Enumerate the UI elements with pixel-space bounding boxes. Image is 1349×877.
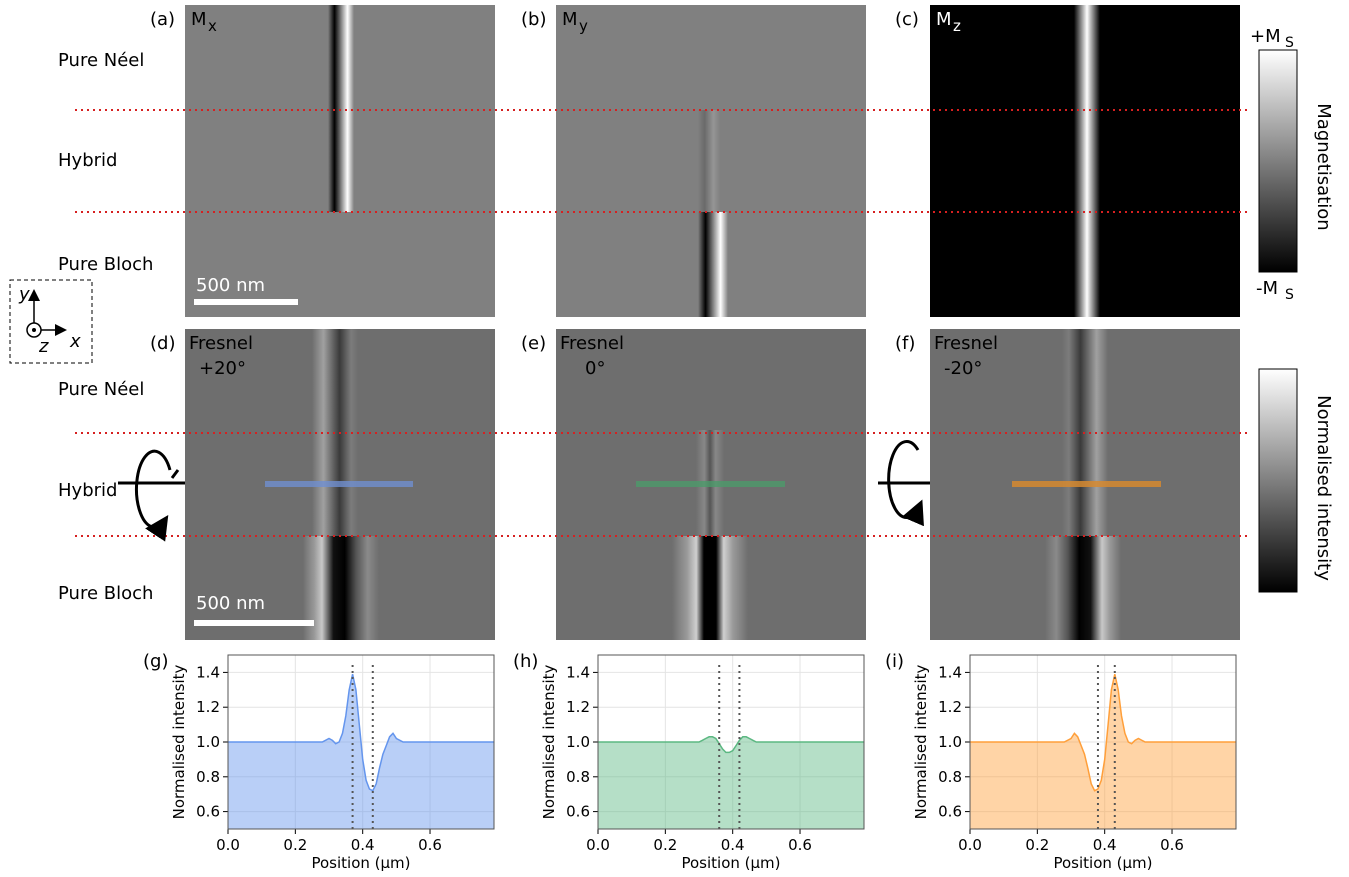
row-label: Pure Bloch (58, 583, 153, 604)
x-tick-label: 0.6 (788, 836, 812, 854)
panel-label: (b) (521, 9, 546, 30)
colorbar-bottom: -M (1256, 278, 1278, 299)
rotation-icon (118, 451, 185, 527)
row-label: Hybrid (58, 480, 117, 501)
y-tick-label: 0.8 (196, 768, 220, 786)
panel-label: (d) (150, 333, 175, 354)
x-tick-label: 0.2 (653, 836, 677, 854)
panel-subscript: x (208, 17, 217, 35)
colorbar-label: Magnetisation (1313, 103, 1334, 230)
x-tick-label: 0.4 (351, 836, 375, 854)
row-label: Pure Néel (58, 50, 144, 71)
row-label: Hybrid (58, 150, 117, 171)
scale-label: 500 nm (196, 275, 265, 296)
colorbar-bottom-sub: S (1285, 287, 1294, 303)
x-tick-label: 0.4 (1093, 836, 1117, 854)
figure: (a) Mx (b) My (c) Mz (d) Fresnel +20° (e) Fresnel 0… (0, 0, 1349, 877)
y-tick-label: 1.0 (196, 733, 220, 751)
axis-icon-label: x (69, 331, 81, 352)
scale-bar (194, 620, 314, 626)
image-mx (185, 5, 495, 317)
y-axis-label: Normalised intensity (540, 664, 558, 819)
rotation-icon (878, 442, 930, 518)
panel-angle: +20° (199, 358, 246, 379)
panel-angle: 0° (585, 358, 605, 379)
y-tick-label: 1.2 (196, 698, 220, 716)
y-tick-label: 1.2 (938, 698, 962, 716)
x-axis-label: Position (µm) (1053, 854, 1152, 872)
y-tick-label: 1.4 (196, 663, 220, 681)
x-axis-label: Position (µm) (681, 854, 780, 872)
panel-label: (f) (895, 333, 915, 354)
y-tick-label: 1.0 (938, 733, 962, 751)
chart-label: (i) (885, 651, 904, 672)
colorbar-label: Normalised intensity (1313, 395, 1334, 581)
y-tick-label: 1.2 (566, 698, 590, 716)
chart-label: (h) (513, 651, 538, 672)
x-tick-label: 0.2 (1025, 836, 1049, 854)
y-tick-label: 0.8 (566, 768, 590, 786)
panel-label: (a) (150, 9, 175, 30)
x-tick-label: 0.6 (1160, 836, 1184, 854)
y-tick-label: 1.4 (566, 663, 590, 681)
row-label: Pure Néel (58, 379, 144, 400)
image-my (556, 5, 866, 317)
colorbar (1259, 369, 1297, 592)
row-label: Pure Bloch (58, 254, 153, 275)
x-axis-label: Position (µm) (311, 854, 410, 872)
panel-angle: -20° (944, 358, 982, 379)
panel-label: (c) (895, 9, 919, 30)
colorbar-top: +M (1250, 26, 1281, 47)
panel-subscript: z (953, 17, 961, 35)
x-tick-label: 0.0 (216, 836, 240, 854)
panel-title: M (191, 9, 207, 30)
scale-label: 500 nm (196, 593, 265, 614)
panel-label: (e) (521, 333, 546, 354)
page: { "panels": [ {"label": "(a)", "title": … (0, 0, 1349, 877)
panel-title: M (562, 9, 578, 30)
x-tick-label: 0.4 (721, 836, 745, 854)
y-tick-label: 0.6 (196, 803, 220, 821)
y-axis-label: Normalised intensity (170, 664, 188, 819)
panel-title: Fresnel (189, 333, 253, 354)
panel-title: Fresnel (934, 333, 998, 354)
y-tick-label: 1.4 (938, 663, 962, 681)
colorbar-top-sub: S (1285, 35, 1294, 51)
x-tick-label: 0.2 (283, 836, 307, 854)
scale-bar (194, 299, 298, 305)
chart-label: (g) (143, 651, 168, 672)
y-axis-label: Normalised intensity (912, 664, 930, 819)
x-tick-label: 0.6 (418, 836, 442, 854)
y-tick-label: 0.6 (938, 803, 962, 821)
y-tick-label: 0.6 (566, 803, 590, 821)
axis-icon-label: z (38, 336, 49, 357)
axis-icon-label: y (18, 284, 30, 305)
panel-title: M (936, 9, 952, 30)
colorbar (1259, 50, 1297, 272)
panel-subscript: y (579, 17, 588, 35)
x-tick-label: 0.0 (958, 836, 982, 854)
y-tick-label: 1.0 (566, 733, 590, 751)
y-tick-label: 0.8 (938, 768, 962, 786)
image-mz (930, 5, 1240, 317)
x-tick-label: 0.0 (586, 836, 610, 854)
panel-title: Fresnel (560, 333, 624, 354)
